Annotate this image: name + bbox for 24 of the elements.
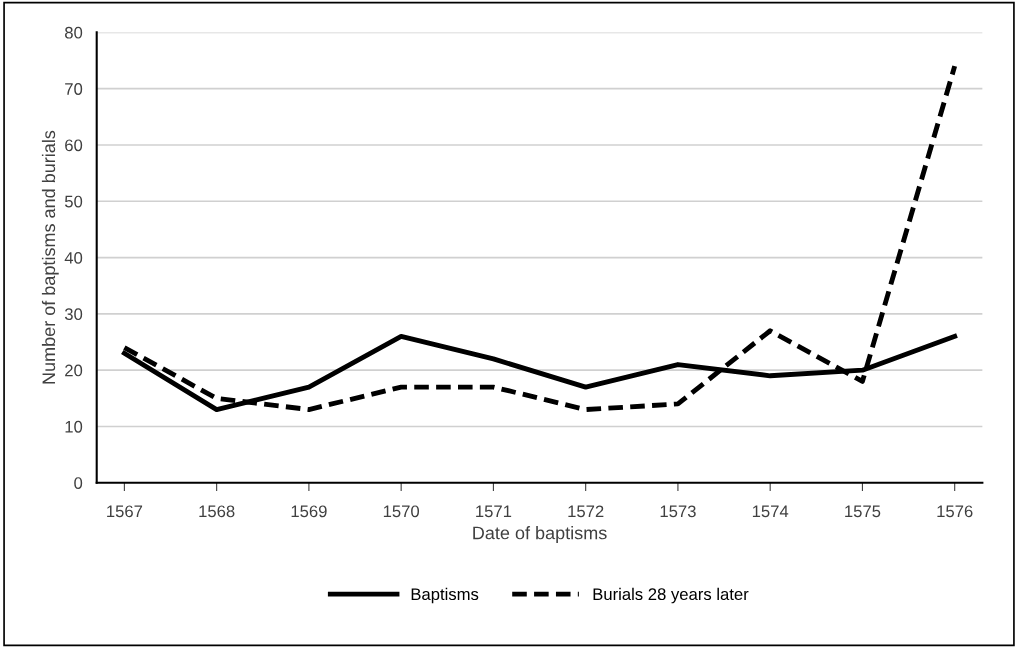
y-tick-label: 60	[65, 139, 83, 152]
x-tick-label: 1572	[568, 505, 604, 518]
y-tick-label: 0	[74, 477, 83, 489]
y-axis-title: Number of baptisms and burials	[41, 130, 59, 384]
y-tick-label: 30	[64, 308, 83, 321]
x-tick-label: 1569	[291, 505, 327, 518]
x-tick-label: 1567	[107, 505, 143, 518]
x-tick-label: 1570	[383, 505, 420, 518]
x-tick-label: 1576	[937, 505, 973, 518]
x-tick-label: 1571	[476, 505, 512, 518]
x-tick-label: 1568	[199, 505, 235, 518]
y-tick-label: 70	[65, 83, 83, 95]
y-tick-label: 80	[65, 26, 83, 39]
x-tick-label: 1573	[660, 505, 696, 518]
legend-label: Burials 28 years later	[593, 587, 749, 604]
y-tick-label: 10	[65, 420, 83, 433]
y-tick-label: 50	[64, 195, 83, 208]
x-tick-label: 1575	[845, 505, 881, 518]
legend-label: Baptisms	[411, 587, 479, 604]
line-series	[121, 63, 958, 413]
y-tick-label: 40	[64, 251, 83, 264]
y-tick-label: 20	[65, 364, 83, 377]
x-tick-label: 1574	[752, 505, 789, 518]
x-axis-title: Date of baptisms	[473, 526, 607, 543]
